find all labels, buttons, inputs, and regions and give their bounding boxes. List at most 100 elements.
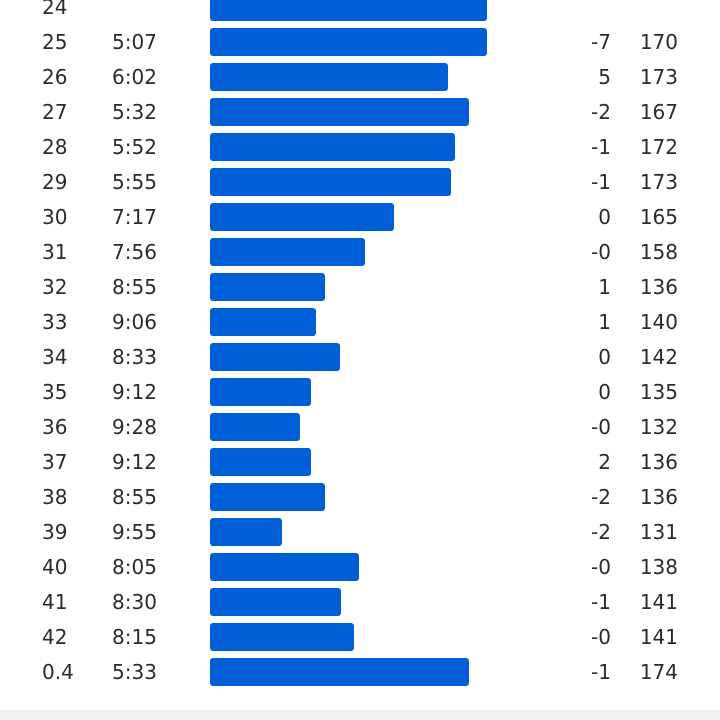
split-pace: 5:33 xyxy=(112,660,157,684)
split-row: 37 9:12 2 136 xyxy=(0,445,720,480)
split-heart-rate: 136 xyxy=(639,450,678,474)
split-heart-rate: 141 xyxy=(639,590,678,614)
split-elevation: -1 xyxy=(591,170,611,194)
split-elevation: 1 xyxy=(598,275,611,299)
split-row: 41 8:30 -1 141 xyxy=(0,585,720,620)
split-heart-rate: 172 xyxy=(639,135,678,159)
split-elevation: 0 xyxy=(598,205,611,229)
split-row: 38 8:55 -2 136 xyxy=(0,480,720,515)
split-pace: 9:28 xyxy=(112,415,157,439)
split-elevation: -2 xyxy=(591,100,611,124)
split-km: 32 xyxy=(42,275,68,299)
split-pace: 9:06 xyxy=(112,310,157,334)
pace-bar xyxy=(210,483,325,511)
pace-bar-track xyxy=(210,98,570,126)
split-pace: 8:15 xyxy=(112,625,157,649)
split-km: 42 xyxy=(42,625,68,649)
pace-bar-track xyxy=(210,273,570,301)
split-row: 28 5:52 -1 172 xyxy=(0,130,720,165)
pace-bar-track xyxy=(210,378,570,406)
split-km: 0.4 xyxy=(42,660,74,684)
pace-bar xyxy=(210,343,340,371)
split-elevation: 0 xyxy=(598,345,611,369)
split-row: 34 8:33 0 142 xyxy=(0,340,720,375)
pace-bar-track xyxy=(210,238,570,266)
split-heart-rate: 136 xyxy=(639,275,678,299)
split-elevation: -0 xyxy=(591,625,611,649)
split-km: 40 xyxy=(42,555,68,579)
split-row: 31 7:56 -0 158 xyxy=(0,235,720,270)
split-km: 36 xyxy=(42,415,68,439)
split-row: 32 8:55 1 136 xyxy=(0,270,720,305)
pace-bar xyxy=(210,273,325,301)
split-row: 42 8:15 -0 141 xyxy=(0,620,720,655)
split-row: 36 9:28 -0 132 xyxy=(0,410,720,445)
split-pace: 9:55 xyxy=(112,520,157,544)
pace-bar-track xyxy=(210,343,570,371)
split-heart-rate: 165 xyxy=(639,205,678,229)
pace-bar-track xyxy=(210,448,570,476)
pace-bar-track xyxy=(210,483,570,511)
pace-bar xyxy=(210,378,311,406)
split-pace: 7:56 xyxy=(112,240,157,264)
split-heart-rate: 158 xyxy=(639,240,678,264)
split-km: 28 xyxy=(42,135,68,159)
pace-bar-track xyxy=(210,658,570,686)
split-pace: 5:52 xyxy=(112,135,157,159)
split-heart-rate: 135 xyxy=(639,380,678,404)
pace-bar xyxy=(210,0,487,21)
split-row: 0.4 5:33 -1 174 xyxy=(0,655,720,690)
split-row: 30 7:17 0 165 xyxy=(0,200,720,235)
pace-bar xyxy=(210,168,451,196)
split-km: 33 xyxy=(42,310,68,334)
split-row: 39 9:55 -2 131 xyxy=(0,515,720,550)
split-row: 40 8:05 -0 138 xyxy=(0,550,720,585)
split-elevation: -2 xyxy=(591,485,611,509)
split-heart-rate: 141 xyxy=(639,625,678,649)
split-km: 30 xyxy=(42,205,68,229)
pace-bar xyxy=(210,413,300,441)
pace-bar xyxy=(210,28,487,56)
split-km: 27 xyxy=(42,100,68,124)
split-heart-rate: 173 xyxy=(639,170,678,194)
split-km: 29 xyxy=(42,170,68,194)
split-km: 37 xyxy=(42,450,68,474)
split-pace: 7:17 xyxy=(112,205,157,229)
split-elevation: 5 xyxy=(598,65,611,89)
split-elevation: -1 xyxy=(591,590,611,614)
split-row: 29 5:55 -1 173 xyxy=(0,165,720,200)
split-km: 25 xyxy=(42,30,68,54)
split-elevation: -2 xyxy=(591,520,611,544)
split-row: 33 9:06 1 140 xyxy=(0,305,720,340)
split-elevation: 0 xyxy=(598,380,611,404)
pace-bar-track xyxy=(210,133,570,161)
split-elevation: 2 xyxy=(598,450,611,474)
split-row: 24 xyxy=(0,0,720,25)
split-pace: 8:05 xyxy=(112,555,157,579)
split-pace: 8:30 xyxy=(112,590,157,614)
split-pace: 8:33 xyxy=(112,345,157,369)
split-heart-rate: 174 xyxy=(639,660,678,684)
split-heart-rate: 131 xyxy=(639,520,678,544)
split-elevation: -0 xyxy=(591,240,611,264)
split-km: 39 xyxy=(42,520,68,544)
split-heart-rate: 167 xyxy=(639,100,678,124)
split-elevation: -1 xyxy=(591,135,611,159)
split-pace: 5:55 xyxy=(112,170,157,194)
pace-bar-track xyxy=(210,203,570,231)
split-km: 34 xyxy=(42,345,68,369)
split-row: 35 9:12 0 135 xyxy=(0,375,720,410)
split-heart-rate: 138 xyxy=(639,555,678,579)
splits-table: 24 25 5:07 -7 170 26 6:02 5 173 27 5:32 -2 167 28 5:52… xyxy=(0,0,720,690)
split-elevation: -7 xyxy=(591,30,611,54)
pace-bar xyxy=(210,63,448,91)
split-heart-rate: 140 xyxy=(639,310,678,334)
split-row: 25 5:07 -7 170 xyxy=(0,25,720,60)
split-km: 26 xyxy=(42,65,68,89)
pace-bar xyxy=(210,203,394,231)
split-heart-rate: 142 xyxy=(639,345,678,369)
pace-bar xyxy=(210,623,354,651)
split-km: 38 xyxy=(42,485,68,509)
split-row: 27 5:32 -2 167 xyxy=(0,95,720,130)
split-pace: 6:02 xyxy=(112,65,157,89)
